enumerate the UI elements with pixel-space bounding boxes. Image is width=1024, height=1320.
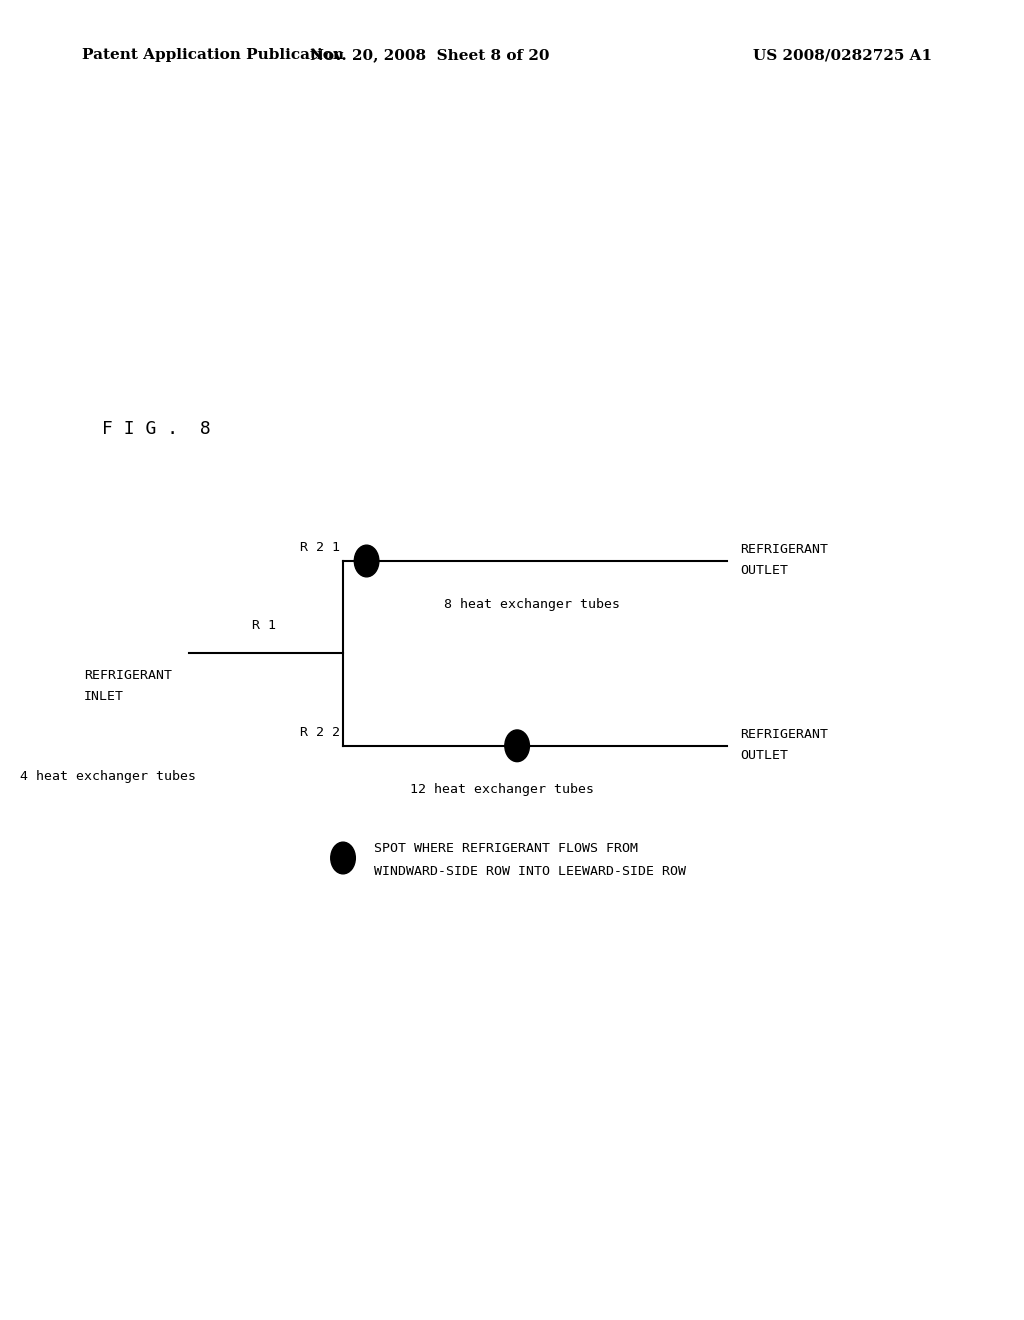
Text: 4 heat exchanger tubes: 4 heat exchanger tubes bbox=[20, 770, 197, 783]
Circle shape bbox=[331, 842, 355, 874]
Text: 8 heat exchanger tubes: 8 heat exchanger tubes bbox=[444, 598, 621, 611]
Text: INLET: INLET bbox=[84, 690, 124, 704]
Circle shape bbox=[505, 730, 529, 762]
Text: REFRIGERANT: REFRIGERANT bbox=[740, 543, 828, 556]
Text: SPOT WHERE REFRIGERANT FLOWS FROM: SPOT WHERE REFRIGERANT FLOWS FROM bbox=[374, 842, 638, 855]
Text: F I G .  8: F I G . 8 bbox=[102, 420, 211, 438]
Text: OUTLET: OUTLET bbox=[740, 564, 788, 577]
Circle shape bbox=[354, 545, 379, 577]
Text: 12 heat exchanger tubes: 12 heat exchanger tubes bbox=[410, 783, 594, 796]
Text: R 1: R 1 bbox=[252, 619, 276, 632]
Text: REFRIGERANT: REFRIGERANT bbox=[84, 669, 172, 682]
Text: REFRIGERANT: REFRIGERANT bbox=[740, 727, 828, 741]
Text: WINDWARD-SIDE ROW INTO LEEWARD-SIDE ROW: WINDWARD-SIDE ROW INTO LEEWARD-SIDE ROW bbox=[374, 865, 686, 878]
Text: R 2 2: R 2 2 bbox=[300, 726, 340, 739]
Text: R 2 1: R 2 1 bbox=[300, 541, 340, 554]
Text: US 2008/0282725 A1: US 2008/0282725 A1 bbox=[753, 49, 932, 62]
Text: Patent Application Publication: Patent Application Publication bbox=[82, 49, 344, 62]
Text: Nov. 20, 2008  Sheet 8 of 20: Nov. 20, 2008 Sheet 8 of 20 bbox=[310, 49, 550, 62]
Text: OUTLET: OUTLET bbox=[740, 748, 788, 762]
